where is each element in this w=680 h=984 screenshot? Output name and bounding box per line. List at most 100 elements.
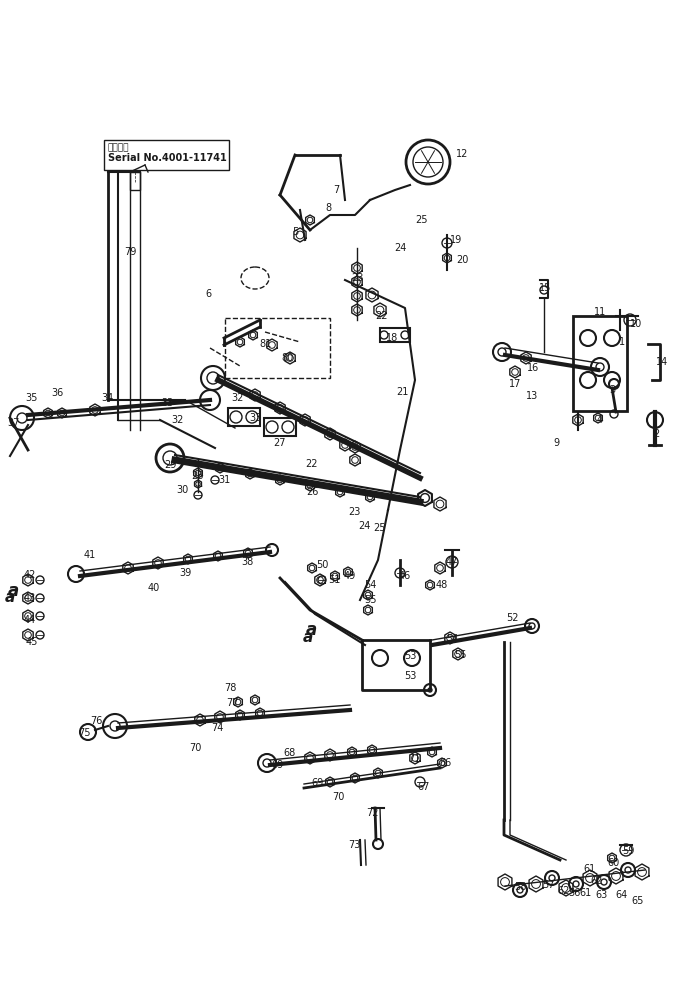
Text: 2: 2 — [653, 429, 659, 439]
Text: 12: 12 — [456, 149, 469, 159]
Text: 61: 61 — [584, 864, 596, 874]
Text: 23: 23 — [351, 273, 363, 283]
Text: 27: 27 — [274, 438, 286, 448]
Text: 5: 5 — [292, 227, 298, 237]
Text: 24: 24 — [358, 521, 370, 531]
Text: 26: 26 — [306, 487, 318, 497]
Text: 11: 11 — [594, 307, 606, 317]
Bar — [380, 328, 410, 342]
Text: 44: 44 — [24, 615, 36, 625]
Text: 1: 1 — [619, 337, 625, 347]
Text: 77: 77 — [226, 698, 238, 708]
Text: 78: 78 — [224, 683, 236, 693]
Text: 51: 51 — [328, 575, 340, 585]
Text: 9: 9 — [553, 438, 559, 448]
Text: 7: 7 — [333, 185, 339, 195]
Text: 33: 33 — [249, 413, 261, 423]
Bar — [573, 316, 627, 411]
Text: 58: 58 — [514, 882, 526, 892]
Bar — [228, 408, 260, 426]
Text: a: a — [303, 631, 313, 646]
Text: 70: 70 — [332, 792, 344, 802]
Text: 49: 49 — [344, 571, 356, 581]
Text: 73: 73 — [347, 840, 360, 850]
Text: 53: 53 — [404, 651, 416, 661]
Text: a: a — [8, 582, 19, 600]
Text: 43: 43 — [24, 593, 36, 603]
Text: 4: 4 — [597, 415, 603, 425]
Text: 74: 74 — [211, 723, 223, 733]
Text: 37: 37 — [7, 418, 20, 428]
Text: 46: 46 — [399, 571, 411, 581]
Text: 80: 80 — [281, 353, 293, 363]
Text: 38: 38 — [241, 557, 253, 567]
Text: 62: 62 — [591, 876, 603, 886]
Text: 19: 19 — [450, 235, 462, 245]
Text: 79: 79 — [124, 247, 136, 257]
Bar — [104, 140, 229, 170]
Text: 45: 45 — [26, 637, 38, 647]
Text: 64: 64 — [616, 890, 628, 900]
Text: 72: 72 — [366, 808, 378, 818]
Text: 66: 66 — [439, 758, 451, 768]
Text: 36: 36 — [51, 388, 63, 398]
Text: 22: 22 — [376, 311, 388, 321]
Text: 71: 71 — [408, 754, 420, 764]
Text: 14: 14 — [656, 357, 668, 367]
Text: 24: 24 — [394, 243, 406, 253]
Text: 21: 21 — [396, 387, 408, 397]
Text: 25: 25 — [415, 215, 428, 225]
Text: 39: 39 — [179, 568, 191, 578]
Text: 62: 62 — [558, 886, 571, 896]
Text: Serial No.4001-11741: Serial No.4001-11741 — [108, 153, 226, 163]
Text: 54: 54 — [446, 634, 458, 644]
Text: 69: 69 — [312, 778, 324, 788]
Text: 10: 10 — [630, 319, 642, 329]
Text: 42: 42 — [24, 570, 36, 580]
Text: a: a — [306, 621, 318, 639]
Text: 55: 55 — [364, 595, 376, 605]
Text: 29: 29 — [164, 460, 176, 470]
Text: 68: 68 — [284, 748, 296, 758]
Text: 54: 54 — [364, 580, 376, 590]
Text: 8: 8 — [325, 203, 331, 213]
Text: 81: 81 — [260, 339, 272, 349]
Text: 適用号機: 適用号機 — [108, 143, 129, 152]
Text: 33: 33 — [161, 398, 173, 408]
Text: 28: 28 — [191, 471, 203, 481]
Text: 17: 17 — [509, 379, 521, 389]
Text: 22: 22 — [306, 459, 318, 469]
Text: 76: 76 — [90, 716, 102, 726]
Text: 50: 50 — [316, 560, 328, 570]
Text: 69: 69 — [271, 760, 283, 770]
Text: 35: 35 — [26, 393, 38, 403]
Text: 70: 70 — [189, 743, 201, 753]
Text: 65: 65 — [632, 896, 644, 906]
Text: 52: 52 — [506, 613, 518, 623]
Text: 57: 57 — [542, 880, 554, 890]
Bar — [264, 418, 296, 436]
Text: 60: 60 — [608, 858, 620, 868]
Text: 3: 3 — [609, 385, 615, 395]
Text: 48: 48 — [436, 580, 448, 590]
Text: 41: 41 — [84, 550, 96, 560]
Text: 32: 32 — [171, 415, 183, 425]
Text: 40: 40 — [148, 583, 160, 593]
Text: a: a — [5, 590, 15, 605]
Text: 34: 34 — [101, 393, 113, 403]
Text: 23: 23 — [347, 507, 360, 517]
Text: 61: 61 — [580, 888, 592, 898]
Text: 15: 15 — [539, 283, 551, 293]
Text: 25: 25 — [374, 523, 386, 533]
Bar — [225, 318, 330, 378]
Text: 56: 56 — [568, 888, 580, 898]
Text: 75: 75 — [78, 728, 90, 738]
Text: 59: 59 — [622, 846, 634, 856]
Text: 6: 6 — [205, 289, 211, 299]
Text: 32: 32 — [231, 393, 243, 403]
Text: 53: 53 — [404, 671, 416, 681]
Text: 47: 47 — [446, 557, 458, 567]
Text: 13: 13 — [526, 391, 538, 401]
Text: 31: 31 — [218, 475, 230, 485]
Text: 30: 30 — [176, 485, 188, 495]
